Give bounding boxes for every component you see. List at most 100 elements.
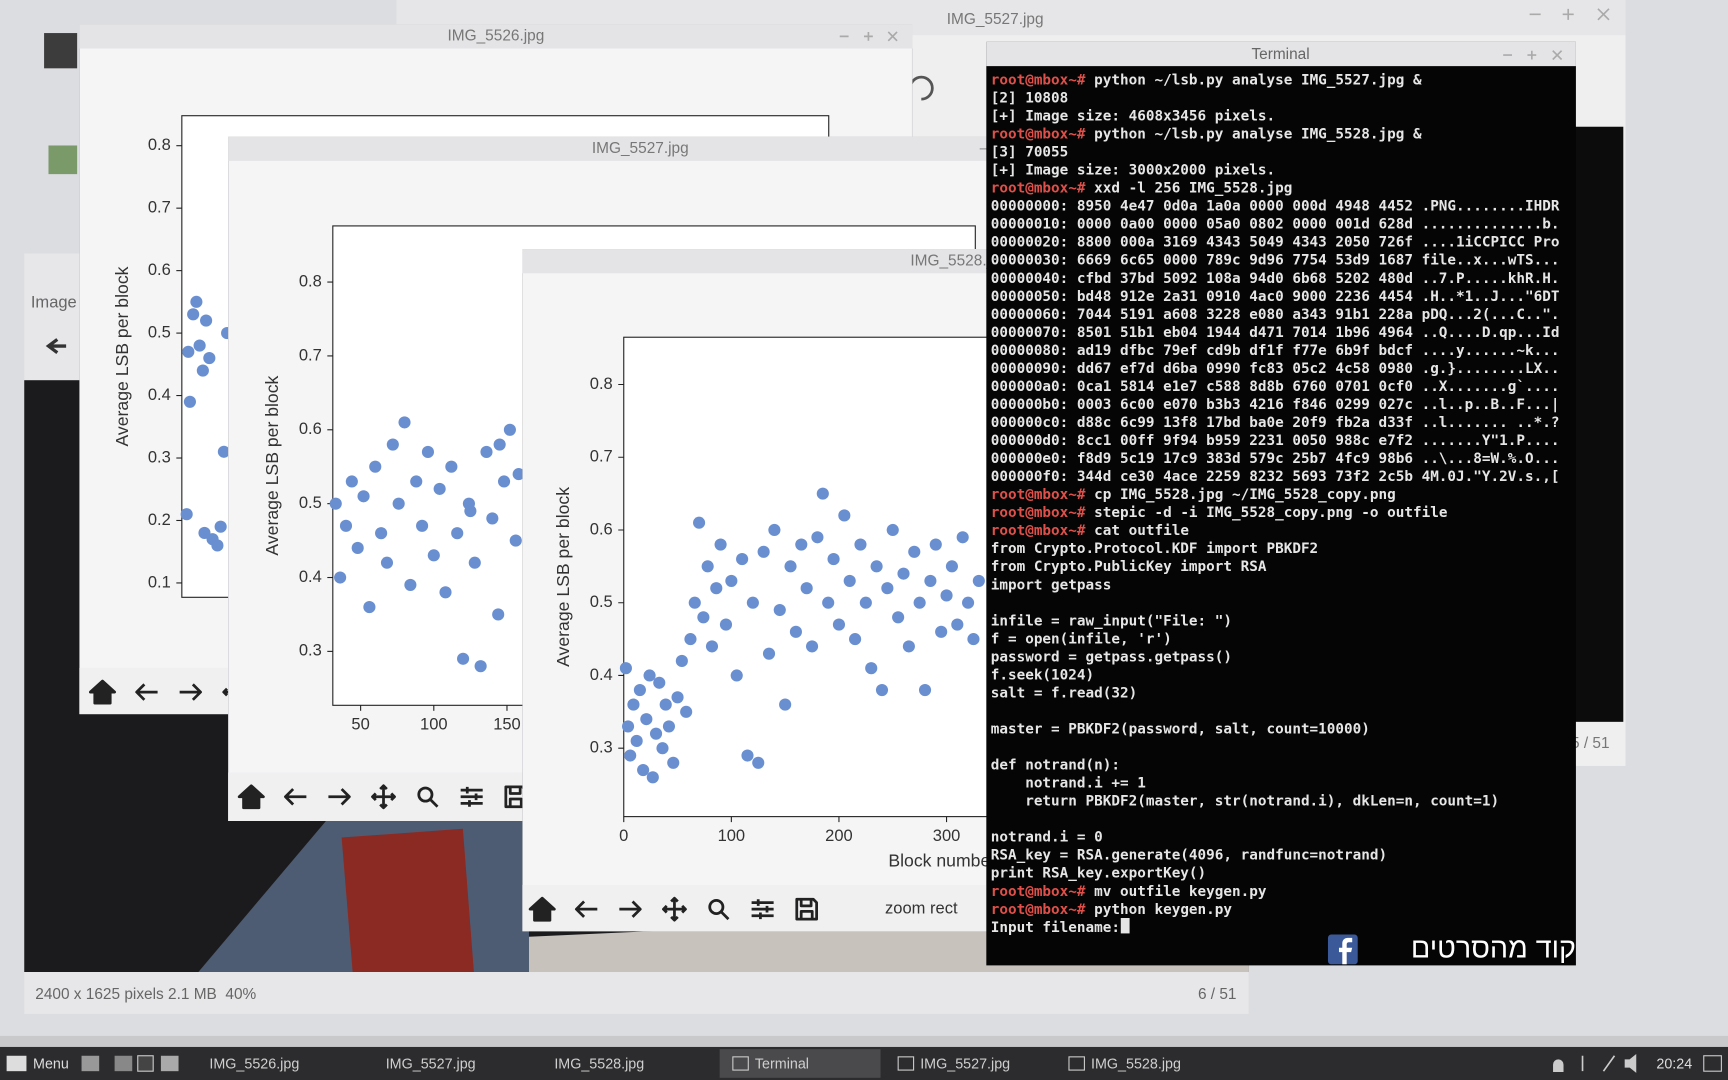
image-counter: 5 / 51 <box>1571 735 1610 752</box>
scatter-point <box>822 596 835 609</box>
toolbar-button[interactable] <box>328 788 351 806</box>
command: cp IMG_5528.jpg ~/IMG_5528_copy.png <box>1086 487 1396 503</box>
back-button[interactable] <box>45 338 67 354</box>
scatter-point <box>838 509 851 522</box>
scatter-point <box>334 571 347 584</box>
toolbar-button[interactable] <box>795 897 818 921</box>
toolbar-button[interactable] <box>237 784 265 810</box>
scatter-point <box>697 611 710 624</box>
window-buttons[interactable] <box>1529 8 1610 21</box>
terminal-line: infile = raw_input("File: ") <box>991 613 1232 629</box>
terminal-line: password = getpass.getpass() <box>991 649 1232 665</box>
window-buttons[interactable] <box>839 31 898 42</box>
toolbar-button[interactable] <box>460 786 483 807</box>
scatter-point <box>345 475 358 488</box>
y-tick-label: 0.5 <box>299 493 322 512</box>
scatter-point <box>705 640 719 653</box>
scatter-point <box>714 538 727 551</box>
menu-icon[interactable] <box>6 1055 27 1072</box>
launcher-icon[interactable] <box>137 1055 154 1072</box>
tray-icons[interactable] <box>1553 1054 1637 1073</box>
toolbar-button[interactable] <box>371 784 396 810</box>
scatter-point <box>762 647 776 660</box>
terminal-line: 000000c0: d88c 6c99 13f8 17bd ba0e 20f9 … <box>991 415 1560 431</box>
scatter-point <box>386 438 399 451</box>
toolbar-button[interactable] <box>619 900 642 918</box>
toolbar-button[interactable] <box>662 896 687 922</box>
scatter-point <box>464 504 477 518</box>
scatter-point <box>468 556 481 569</box>
window-buttons[interactable] <box>1503 50 1563 61</box>
scatter-point <box>768 523 781 537</box>
task-button[interactable]: Terminal <box>755 1056 809 1072</box>
prompt: root@mbox~# <box>991 72 1086 88</box>
task-button[interactable]: IMG_5526.jpg <box>209 1056 299 1072</box>
scatter-point <box>913 596 926 609</box>
toolbar-button[interactable] <box>88 679 116 705</box>
terminal-line: 00000030: 6669 6c65 0000 789c 9d96 7754 … <box>991 253 1560 269</box>
tray-icon[interactable] <box>1703 1055 1722 1072</box>
scatter-point <box>854 538 867 551</box>
terminal-line: [3] 70055 <box>991 145 1069 161</box>
x-tick-label: 200 <box>825 826 853 845</box>
y-tick-label: 0.2 <box>148 510 171 529</box>
scatter-point <box>849 633 862 646</box>
toolbar-button[interactable] <box>751 899 774 920</box>
toolbar-button[interactable] <box>179 683 202 701</box>
x-tick-label: 50 <box>351 715 369 734</box>
toolbar-button[interactable] <box>135 683 158 701</box>
scatter-point <box>621 720 635 733</box>
prompt: root@mbox~# <box>991 487 1086 503</box>
scatter-point <box>667 756 680 769</box>
window-title: IMG_5528.jpg <box>910 252 1007 269</box>
scatter-point <box>203 352 216 365</box>
terminal-line: f = open(infile, 'r') <box>991 631 1172 647</box>
terminal-line: f.seek(1024) <box>991 667 1094 683</box>
command: python ~/lsb.py analyse IMG_5527.jpg & <box>1086 72 1422 88</box>
title-bar <box>986 41 1576 67</box>
launcher-icon[interactable] <box>160 1055 179 1072</box>
scatter-point <box>929 538 942 551</box>
scatter-point <box>741 749 754 762</box>
y-tick-label: 0.3 <box>148 447 171 466</box>
y-axis-label: Average LSB per block <box>262 375 282 555</box>
desktop-icon[interactable] <box>44 33 78 69</box>
scatter-point <box>375 527 388 540</box>
toolbar-button[interactable] <box>708 899 730 921</box>
task-button[interactable]: IMG_5527.jpg <box>386 1056 476 1072</box>
scatter-point <box>752 756 765 769</box>
scatter-point <box>688 596 701 609</box>
terminal-line: root@mbox~# xxd -l 256 IMG_5528.jpg <box>991 181 1293 197</box>
terminal-line: return PBKDF2(master, str(notrand.i), dk… <box>991 794 1499 810</box>
task-button[interactable]: IMG_5528.jpg <box>554 1056 644 1072</box>
window-title: IMG_5527.jpg <box>947 11 1044 28</box>
menu-button[interactable]: Menu <box>33 1056 69 1072</box>
terminal-line: salt = f.read(32) <box>991 685 1138 701</box>
scatter-point <box>967 633 980 646</box>
task-button[interactable]: IMG_5528.jpg <box>1091 1056 1181 1072</box>
toolbar-button[interactable] <box>284 788 307 806</box>
scatter-point <box>940 589 953 602</box>
toolbar-status: zoom rect <box>885 899 958 918</box>
scatter-point <box>180 508 193 521</box>
terminal-line: 00000090: dd67 ef7d d6ba 0990 fc83 05c2 … <box>991 361 1560 377</box>
scatter-point <box>757 545 770 558</box>
toolbar-button[interactable] <box>417 786 439 808</box>
taskbar: Menu 20:24 IMG_5526.jpg IMG_5527.jpg IMG_5… <box>0 1035 1728 1080</box>
toolbar-button[interactable] <box>574 900 598 918</box>
y-tick-label: 0.4 <box>299 567 322 586</box>
scatter-point <box>404 578 417 591</box>
task-button[interactable]: IMG_5527.jpg <box>920 1056 1010 1072</box>
desktop-icon[interactable] <box>48 145 78 175</box>
launcher-icon[interactable] <box>114 1055 133 1072</box>
scatter-point <box>649 727 663 740</box>
task-icon <box>897 1056 915 1071</box>
y-tick-label: 0.5 <box>590 592 613 611</box>
scatter-point <box>492 608 505 621</box>
scatter-point <box>653 676 666 689</box>
toolbar-button[interactable] <box>528 896 556 922</box>
launcher-icon[interactable] <box>81 1055 100 1072</box>
scatter-point <box>480 445 493 459</box>
scatter-point <box>493 438 506 451</box>
